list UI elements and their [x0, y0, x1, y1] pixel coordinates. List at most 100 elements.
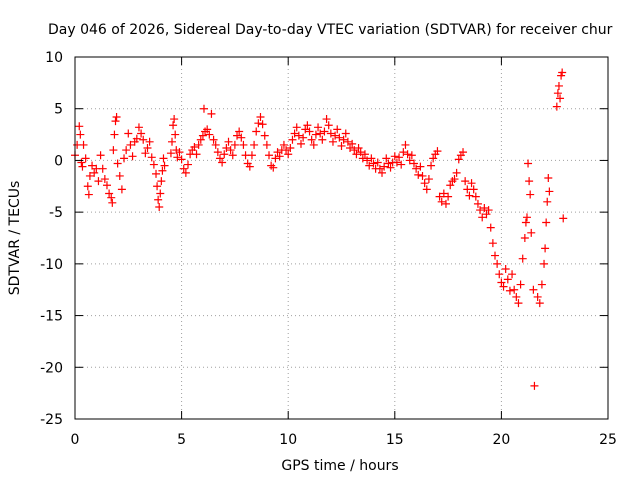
- data-point: [525, 177, 534, 186]
- data-point: [273, 148, 282, 157]
- data-point: [486, 223, 495, 232]
- data-point: [284, 150, 293, 159]
- data-point: [75, 122, 84, 131]
- data-point: [341, 129, 350, 138]
- data-point: [262, 140, 271, 149]
- data-point: [100, 175, 109, 184]
- data-point: [392, 158, 401, 167]
- data-point: [378, 168, 387, 177]
- data-point: [499, 282, 508, 291]
- data-point: [279, 140, 288, 149]
- data-point: [429, 154, 438, 163]
- data-point: [128, 152, 137, 161]
- data-point: [169, 121, 178, 130]
- data-point: [337, 141, 346, 150]
- data-point: [553, 89, 562, 98]
- data-point: [324, 121, 333, 130]
- data-point: [482, 210, 491, 219]
- data-point: [179, 164, 188, 173]
- data-point: [112, 112, 121, 121]
- x-tick-label: 20: [492, 432, 510, 448]
- x-tick-label: 25: [599, 432, 617, 448]
- y-tick-label: -25: [40, 412, 63, 428]
- plot-frame: [74, 56, 609, 420]
- data-point: [215, 154, 224, 163]
- data-point: [320, 127, 329, 136]
- data-point: [335, 133, 344, 142]
- data-point: [139, 135, 148, 144]
- data-point: [435, 192, 444, 201]
- data-point: [459, 148, 468, 157]
- data-point: [157, 177, 166, 186]
- data-point: [260, 131, 269, 140]
- data-point: [416, 162, 425, 171]
- data-point: [543, 197, 552, 206]
- data-point: [407, 151, 416, 160]
- data-point: [152, 169, 161, 178]
- data-point: [414, 170, 423, 179]
- data-point: [452, 168, 461, 177]
- data-point: [467, 179, 476, 188]
- data-point: [290, 129, 299, 138]
- data-point: [545, 187, 554, 196]
- data-point: [521, 218, 530, 227]
- data-point: [405, 156, 414, 165]
- data-point: [541, 244, 550, 253]
- data-point: [228, 151, 237, 160]
- data-point: [346, 144, 355, 153]
- data-point: [559, 214, 568, 223]
- data-point: [220, 150, 229, 159]
- data-point: [554, 81, 563, 90]
- y-tick-label: 10: [45, 50, 63, 66]
- data-point: [505, 286, 514, 295]
- data-point: [427, 161, 436, 170]
- data-point: [503, 275, 512, 284]
- data-point: [134, 123, 143, 132]
- data-point: [196, 135, 205, 144]
- data-point: [382, 154, 391, 163]
- data-point: [90, 168, 99, 177]
- data-point: [81, 154, 90, 163]
- data-point: [282, 146, 291, 155]
- data-point: [495, 270, 504, 279]
- data-point: [401, 140, 410, 149]
- data-point: [314, 123, 323, 132]
- data-point: [170, 115, 179, 124]
- x-axis-label: GPS time / hours: [281, 458, 398, 474]
- data-point: [245, 162, 254, 171]
- data-point: [465, 191, 474, 200]
- y-tick-label: -5: [49, 205, 63, 221]
- data-point: [294, 131, 303, 140]
- data-point: [484, 206, 493, 215]
- data-point: [107, 193, 116, 202]
- plot-area: [75, 57, 608, 419]
- y-tick-label: 0: [54, 153, 63, 169]
- data-point: [488, 239, 497, 248]
- data-point: [354, 144, 363, 153]
- y-axis-label: SDTVAR / TECUs: [7, 181, 23, 296]
- data-point: [149, 160, 158, 169]
- data-point: [111, 117, 120, 126]
- data-point: [198, 131, 207, 140]
- data-point: [113, 159, 122, 168]
- data-point: [235, 127, 244, 136]
- data-point: [108, 198, 117, 207]
- data-point: [529, 285, 538, 294]
- data-point: [175, 148, 184, 157]
- data-point: [79, 140, 88, 149]
- data-point: [473, 199, 482, 208]
- data-point: [520, 234, 529, 242]
- data-point: [333, 125, 342, 134]
- data-point: [360, 150, 369, 159]
- x-tick-label: 5: [177, 432, 186, 448]
- data-point: [403, 150, 412, 159]
- data-point: [171, 130, 180, 139]
- data-point: [230, 140, 239, 149]
- data-point: [480, 204, 489, 213]
- data-point: [399, 148, 408, 157]
- data-point: [514, 299, 523, 308]
- data-point: [286, 144, 295, 153]
- data-point: [153, 182, 162, 191]
- data-point: [397, 160, 406, 169]
